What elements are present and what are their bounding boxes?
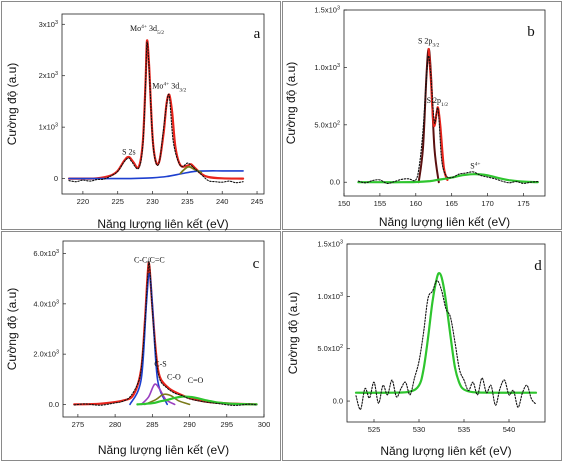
y-tick-label-b: 1.0x103 bbox=[314, 63, 340, 72]
series-green-d bbox=[354, 272, 538, 394]
x-tick-label-c: 275 bbox=[72, 420, 85, 429]
panel-letter-d: d bbox=[534, 258, 542, 274]
x-tick-label-d: 530 bbox=[413, 425, 426, 434]
x-axis-title-c: Năng lượng liên kết (eV) bbox=[98, 443, 229, 457]
panel-letter-c: c bbox=[253, 256, 260, 272]
annotation-a-1: Mo4+ 3d5/2 bbox=[130, 24, 164, 36]
annotation-c-1: C-S bbox=[154, 360, 166, 369]
series-group-c bbox=[73, 260, 258, 406]
x-tick-label-c: 295 bbox=[221, 420, 234, 429]
x-axis-title-b: Năng lượng liên kết (eV) bbox=[379, 215, 510, 229]
series-green-c bbox=[136, 395, 258, 406]
x-tick-label-a: 230 bbox=[146, 197, 159, 206]
y-axis-title-c: Cường độ (a.u) bbox=[5, 288, 19, 371]
chart-a-svg: 220 225 230 235 240 245 0 1x103 2x103 3x103 S 2s Mo… bbox=[5, 13, 265, 231]
y-axis-title-a: Cường độ (a.u) bbox=[5, 63, 19, 146]
y-tick-label-a: 0 bbox=[54, 174, 58, 183]
y-tick-label-c: 2.0x103 bbox=[33, 350, 59, 359]
series-raw-a bbox=[68, 41, 244, 184]
plot-frame-d bbox=[346, 243, 546, 423]
y-tick-label-c: 6.0x103 bbox=[33, 249, 59, 258]
annotation-c-0: C-C/C=C bbox=[134, 255, 165, 264]
y-tick-label-c: 4.0x103 bbox=[33, 299, 59, 308]
chart-d-svg: 525 530 535 540 0.0 5.0x102 1.0x103 1.5x103 Năng… bbox=[286, 240, 546, 458]
y-tick-label-b: 1.5x103 bbox=[314, 6, 340, 15]
series-fit-c bbox=[73, 261, 258, 406]
plot-frame-c bbox=[62, 240, 265, 418]
chart-panel-b: 150 155 160 165 170 175 0.0 5.0x102 1.0x103 1.5x1… bbox=[282, 1, 562, 230]
x-tick-label-b: 155 bbox=[374, 199, 387, 208]
series-raw-c bbox=[73, 260, 258, 406]
x-tick-label-a: 220 bbox=[77, 197, 90, 206]
annotation-c-2: C-O bbox=[167, 372, 181, 381]
annotation-b-0: S 2p3/2 bbox=[418, 36, 440, 48]
chart-panel-a: 220 225 230 235 240 245 0 1x103 2x103 3x103 S 2s Mo… bbox=[1, 1, 281, 231]
y-tick-label-a: 3x103 bbox=[39, 20, 58, 29]
y-tick-label-c: 0.0 bbox=[49, 400, 59, 409]
y-axis-title-d: Cường độ (a.u) bbox=[286, 292, 300, 375]
series-group-d bbox=[354, 272, 538, 410]
series-raw-b bbox=[357, 55, 539, 184]
x-tick-label-c: 280 bbox=[109, 420, 122, 429]
x-tick-label-d: 525 bbox=[368, 425, 381, 434]
series-green-b bbox=[357, 173, 539, 184]
x-tick-label-a: 240 bbox=[216, 197, 229, 206]
annotation-b-1: S 2p1/2 bbox=[427, 96, 449, 108]
x-tick-label-a: 245 bbox=[251, 197, 264, 206]
annotation-c-3: C=O bbox=[188, 376, 204, 385]
y-tick-label-a: 2x103 bbox=[39, 71, 58, 80]
y-tick-label-b: 5.0x102 bbox=[314, 120, 340, 129]
chart-b-svg: 150 155 160 165 170 175 0.0 5.0x102 1.0x103 1.5x1… bbox=[284, 6, 546, 229]
x-tick-label-b: 150 bbox=[338, 199, 351, 208]
y-axis-title-b: Cường độ (a.u) bbox=[284, 62, 298, 145]
series-group-a bbox=[67, 39, 245, 184]
panel-letter-a: a bbox=[254, 26, 261, 42]
y-tick-label-a: 1x103 bbox=[39, 123, 58, 132]
panel-letter-b: b bbox=[527, 24, 535, 40]
x-tick-label-a: 235 bbox=[181, 197, 194, 206]
annotation-b-2: S4+ bbox=[470, 161, 480, 170]
chart-c-svg: 275 280 285 290 295 300 0.0 2.0x103 4.0x103 6.0x1… bbox=[5, 240, 271, 457]
x-tick-label-b: 160 bbox=[410, 199, 423, 208]
x-axis-title-a: Năng lượng liên kết (eV) bbox=[97, 217, 228, 231]
plot-frame-a bbox=[61, 13, 265, 195]
x-tick-label-b: 170 bbox=[481, 199, 494, 208]
x-tick-label-d: 540 bbox=[503, 425, 516, 434]
series-background-a bbox=[68, 170, 244, 180]
x-tick-label-b: 175 bbox=[517, 199, 530, 208]
y-tick-label-d: 1.5x103 bbox=[317, 240, 343, 249]
annotation-a-2: Mo4+ 3d3/2 bbox=[152, 82, 186, 94]
plot-frame-b bbox=[343, 9, 546, 197]
series-raw-d bbox=[355, 280, 537, 410]
series-group-b bbox=[357, 47, 539, 184]
y-tick-label-d: 0.0 bbox=[333, 397, 343, 406]
x-tick-label-d: 535 bbox=[458, 425, 471, 434]
x-tick-label-b: 165 bbox=[445, 199, 458, 208]
x-tick-label-c: 290 bbox=[183, 420, 196, 429]
chart-panel-d: 525 530 535 540 0.0 5.0x102 1.0x103 1.5x103 Năng… bbox=[282, 231, 562, 461]
annotation-a-0: S 2s bbox=[122, 147, 136, 156]
x-tick-label-c: 285 bbox=[146, 420, 159, 429]
series-fit-a bbox=[67, 39, 245, 180]
series-background-c bbox=[129, 272, 168, 406]
x-tick-label-c: 300 bbox=[258, 420, 271, 429]
x-axis-title-d: Năng lượng liên kết (eV) bbox=[380, 444, 511, 458]
y-tick-label-b: 0.0 bbox=[330, 178, 340, 187]
series-olive-c bbox=[144, 393, 191, 406]
y-tick-label-d: 1.0x103 bbox=[317, 292, 343, 301]
x-tick-label-a: 225 bbox=[111, 197, 124, 206]
chart-panel-c: 275 280 285 290 295 300 0.0 2.0x103 4.0x103 6.0x1… bbox=[1, 231, 281, 461]
y-tick-label-d: 5.0x102 bbox=[317, 344, 343, 353]
